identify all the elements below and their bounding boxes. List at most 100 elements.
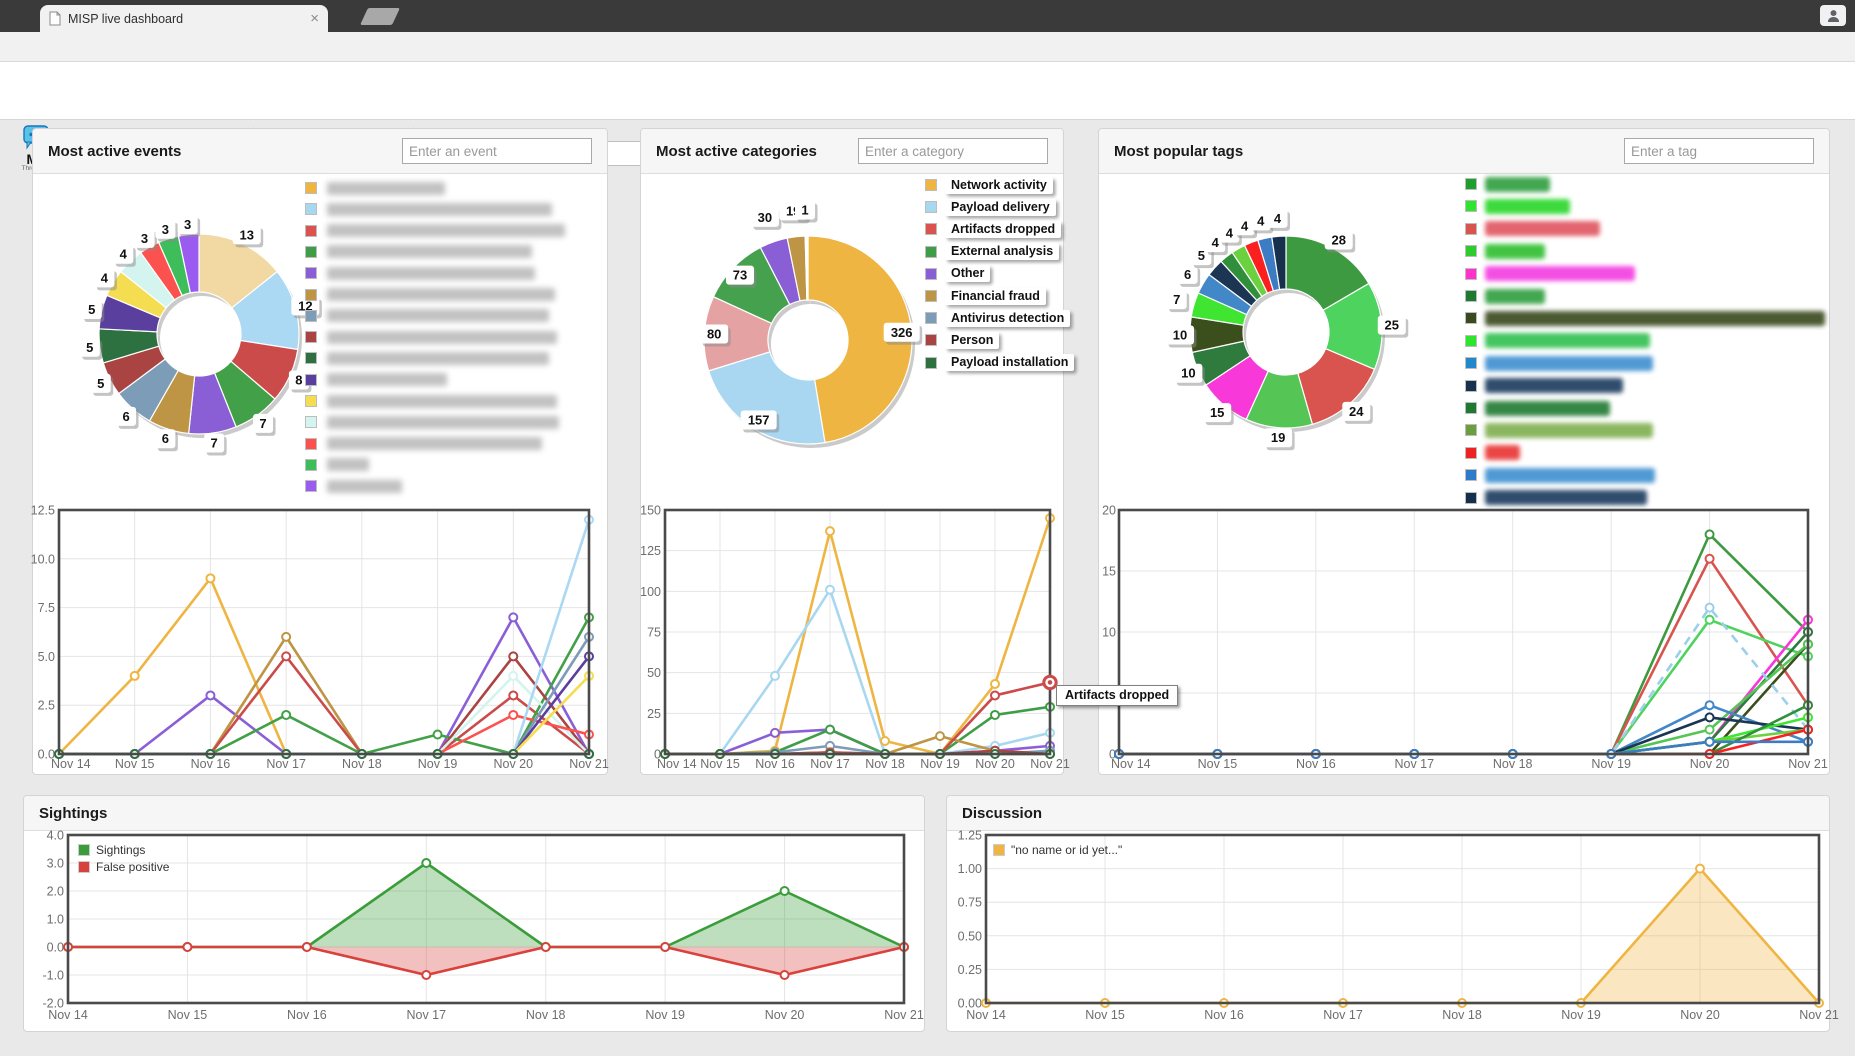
browser-tab[interactable]: MISP live dashboard × [40, 5, 328, 32]
legend-item [305, 414, 559, 430]
new-tab-button[interactable] [360, 8, 400, 25]
svg-text:Nov 21: Nov 21 [884, 1008, 924, 1022]
legend-item [1465, 400, 1610, 416]
redacted-label [327, 288, 555, 301]
legend-swatch [925, 334, 937, 347]
svg-text:12.5: 12.5 [31, 504, 55, 518]
svg-text:28: 28 [1331, 233, 1345, 248]
tags-charts[interactable]: 282524191510107654444420151050Nov 14Nov … [1099, 174, 1829, 775]
tags-panel-body: 282524191510107654444420151050Nov 14Nov … [1099, 174, 1829, 775]
legend-swatch [305, 395, 317, 407]
panel-discussion: Discussion 1.25 1.00 0.75 0.50 0.25 0.00 Nov 1… [946, 795, 1839, 1032]
legend-swatch [1465, 245, 1477, 258]
legend-item [1465, 243, 1545, 259]
legend-swatch [1465, 424, 1477, 437]
svg-text:Nov 15: Nov 15 [1085, 1008, 1125, 1022]
legend-item [305, 244, 532, 260]
redacted-label [327, 224, 565, 238]
redacted-label [327, 394, 557, 408]
redacted-label [327, 373, 447, 387]
svg-text:7: 7 [1173, 292, 1180, 307]
events-panel-body: 13 12 8 7 7 6 6 5 5 5 4 4 3 3 3 12.5 10.0 7.5 5.0 2.5 0.0 Nov… [31, 174, 609, 775]
legend-item [305, 308, 549, 324]
redacted-label [327, 202, 552, 216]
svg-text:7: 7 [211, 435, 218, 450]
panel-title: Most popular tags [1114, 142, 1244, 160]
legend-item [1465, 333, 1650, 349]
svg-text:3: 3 [141, 231, 148, 246]
svg-text:2.5: 2.5 [38, 699, 55, 713]
svg-text:Nov 18: Nov 18 [1442, 1008, 1482, 1022]
panel-title: Sightings [39, 804, 108, 822]
legend-swatch [1465, 379, 1477, 392]
svg-text:5: 5 [86, 340, 93, 355]
legend-item [305, 478, 402, 494]
legend-item: Other [925, 265, 991, 283]
legend-item: Network activity [925, 176, 1053, 194]
svg-text:Nov 16: Nov 16 [1296, 757, 1336, 771]
svg-text:3: 3 [162, 222, 169, 237]
panel-title: Discussion [962, 804, 1043, 822]
redacted-label [327, 266, 535, 280]
legend-swatch [1465, 357, 1477, 370]
legend-item [1465, 310, 1825, 326]
legend-swatch [925, 245, 937, 258]
app-header: MISP Threat Sharing MISP Trendings ▾ Max… [0, 62, 1855, 180]
legend-swatch [78, 844, 90, 856]
legend-swatch [78, 861, 90, 873]
svg-text:12: 12 [298, 298, 312, 313]
tag-search-input[interactable] [1624, 138, 1814, 164]
legend-swatch [1465, 469, 1477, 482]
legend-item: Artifacts dropped [925, 220, 1062, 238]
legend-swatch [925, 290, 937, 302]
profile-icon[interactable] [1820, 5, 1846, 26]
event-search-input[interactable] [402, 138, 592, 164]
svg-text:Nov 16: Nov 16 [191, 757, 231, 771]
legend-label: Financial fraud [945, 287, 1046, 305]
svg-text:Nov 16: Nov 16 [1204, 1008, 1244, 1022]
svg-text:Nov 17: Nov 17 [406, 1008, 446, 1022]
svg-text:Nov 18: Nov 18 [1493, 757, 1533, 771]
svg-text:8: 8 [295, 373, 302, 388]
svg-text:6: 6 [162, 431, 169, 446]
svg-text:Nov 21: Nov 21 [569, 757, 609, 771]
svg-text:5: 5 [1198, 248, 1205, 263]
svg-text:Nov 20: Nov 20 [975, 757, 1015, 771]
legend-item [1465, 490, 1647, 506]
svg-text:4: 4 [1257, 213, 1265, 228]
redacted-label [327, 351, 549, 365]
legend-item: Person [925, 331, 1000, 349]
svg-text:0.75: 0.75 [958, 896, 982, 910]
browser-url-bar: ← → ↻ i localhost:8001/trendings ☆ ⋮ [0, 32, 1855, 90]
legend-swatch [1465, 334, 1477, 347]
legend-item [1465, 266, 1635, 282]
redacted-tag-chip [1485, 467, 1655, 483]
svg-text:4: 4 [1274, 211, 1282, 226]
svg-text:150: 150 [640, 504, 661, 518]
legend-swatch [305, 480, 317, 493]
svg-text:15: 15 [1102, 565, 1116, 579]
legend-swatch [1465, 178, 1477, 190]
svg-text:Nov 20: Nov 20 [1680, 1008, 1720, 1022]
redacted-tag-chip [1485, 243, 1545, 259]
sightings-legend-item: Sightings [78, 843, 145, 857]
legend-item [1465, 355, 1653, 371]
svg-text:5: 5 [97, 376, 104, 391]
legend-item [305, 287, 555, 303]
legend-item [305, 372, 447, 388]
svg-text:10.0: 10.0 [31, 552, 55, 566]
legend-item [305, 393, 557, 409]
svg-text:Nov 19: Nov 19 [920, 757, 960, 771]
svg-text:0.0: 0.0 [47, 941, 64, 955]
category-search-input[interactable] [858, 138, 1048, 164]
sightings-legend-item: False positive [78, 860, 169, 874]
tab-close-icon[interactable]: × [310, 10, 319, 27]
legend-item: Financial fraud [925, 287, 1046, 305]
panel-header: Most active events [33, 129, 607, 174]
legend-swatch [305, 203, 317, 216]
